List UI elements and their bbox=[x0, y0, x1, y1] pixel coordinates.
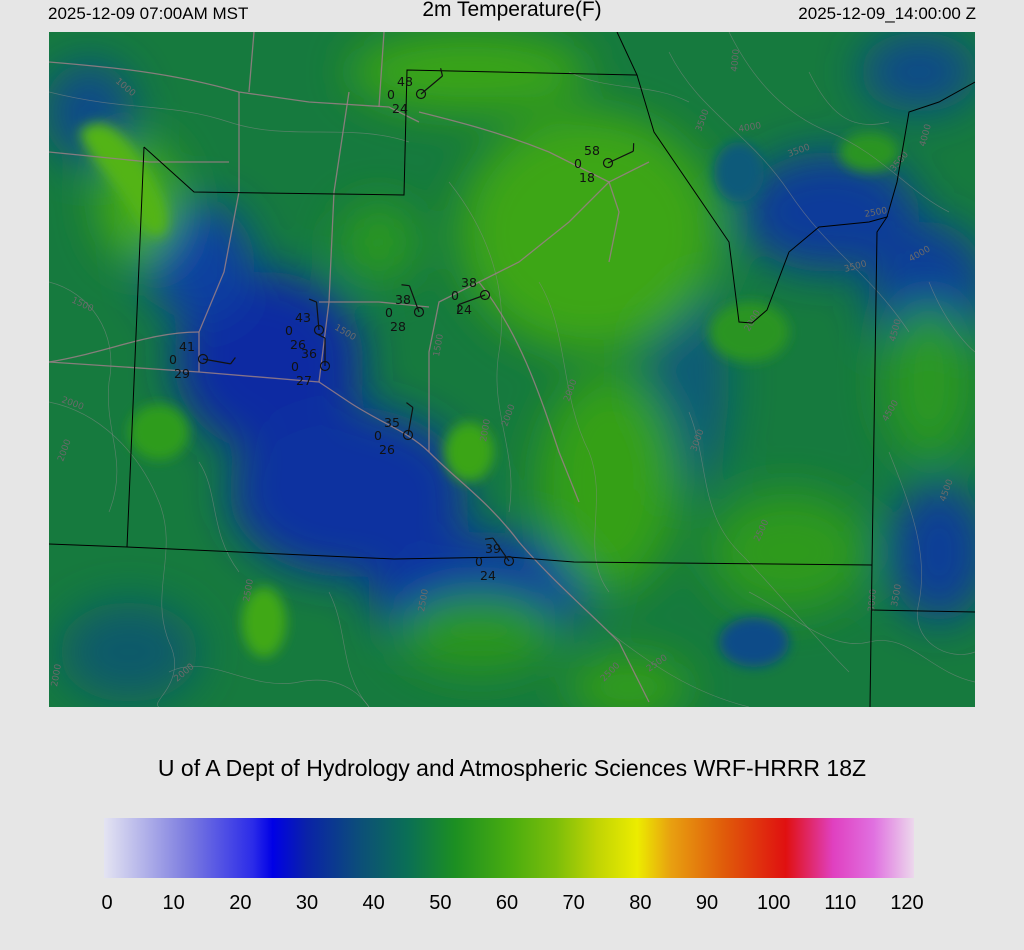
colorbar-tick-label: 60 bbox=[495, 892, 519, 914]
temperature-field bbox=[49, 32, 975, 707]
station-dewpoint: 27 bbox=[296, 373, 312, 388]
wind-barb-flag bbox=[317, 333, 326, 339]
colorbar-tick-label: 30 bbox=[295, 892, 319, 914]
station-circle bbox=[479, 289, 491, 301]
station-temperature: 41 bbox=[179, 339, 195, 354]
wind-barb bbox=[202, 358, 231, 365]
station-circle bbox=[415, 88, 427, 100]
wind-barb-flag bbox=[308, 298, 317, 303]
contour-label: 2500 bbox=[242, 578, 256, 603]
wind-barb bbox=[458, 294, 486, 306]
valid-time-local: 2025-12-09 07:00AM MST bbox=[48, 4, 249, 23]
station-cloud-cover: 0 bbox=[475, 554, 483, 569]
contour-label: 2500 bbox=[864, 206, 889, 220]
station-temperature: 36 bbox=[301, 346, 317, 361]
station-dewpoint: 26 bbox=[379, 442, 395, 457]
colorbar-tick-label: 110 bbox=[824, 892, 857, 914]
contour-label: 2000 bbox=[50, 663, 64, 688]
contour-label: 4000 bbox=[730, 48, 742, 72]
colorbar-tick-label: 50 bbox=[429, 892, 452, 914]
station-circle bbox=[402, 429, 414, 441]
contour-label: 4000 bbox=[738, 121, 763, 135]
wind-barb bbox=[407, 407, 414, 436]
wind-barb-flag bbox=[457, 304, 460, 313]
wind-barb bbox=[607, 150, 634, 164]
colorbar-tick-label: 10 bbox=[162, 892, 185, 914]
colorbar-tick-label: 0 bbox=[101, 892, 113, 914]
contour-label: 1500 bbox=[432, 333, 446, 358]
station-temperature: 58 bbox=[584, 143, 600, 158]
station-dewpoint: 24 bbox=[480, 568, 496, 583]
station-temperature: 43 bbox=[295, 310, 311, 325]
model-credit: U of A Dept of Hydrology and Atmospheric… bbox=[157, 755, 867, 781]
station-cloud-cover: 0 bbox=[451, 288, 459, 303]
station-cloud-cover: 0 bbox=[574, 156, 582, 171]
road-network bbox=[49, 32, 650, 703]
wind-barb-flag bbox=[484, 537, 494, 540]
contour-label: 2500 bbox=[417, 588, 431, 613]
contour-label: 3000 bbox=[867, 588, 879, 612]
valid-time-utc: 2025-12-09_14:00:00 Z bbox=[798, 4, 976, 23]
terrain-contours bbox=[49, 32, 975, 707]
colorbar-tick-label: 120 bbox=[890, 892, 924, 914]
station-temperature: 39 bbox=[485, 541, 501, 556]
colorbar-tick-label: 70 bbox=[562, 892, 585, 914]
station-temperature: 38 bbox=[461, 275, 477, 290]
temperature-map: 1000 1500 1500 1500 2000 2000 2000 2000 2000 2000… bbox=[49, 32, 975, 707]
station-temperature: 38 bbox=[395, 292, 411, 307]
station-dewpoint: 24 bbox=[456, 302, 472, 317]
colorbar-tick-label: 90 bbox=[695, 892, 719, 914]
colorbar-tick-label: 20 bbox=[229, 892, 252, 914]
station-circle bbox=[503, 555, 515, 567]
county-boundaries bbox=[49, 32, 975, 707]
station-temperature: 35 bbox=[384, 415, 400, 430]
wind-barb bbox=[492, 537, 510, 562]
station-cloud-cover: 0 bbox=[285, 323, 293, 338]
station-dewpoint: 26 bbox=[290, 337, 306, 352]
station-dewpoint: 24 bbox=[392, 101, 408, 116]
colorbar-tick-label: 40 bbox=[362, 892, 385, 914]
colorbar-gradient bbox=[104, 818, 914, 878]
wind-barb bbox=[315, 302, 320, 331]
station-cloud-cover: 0 bbox=[291, 359, 299, 374]
temperature-colorbar bbox=[104, 818, 914, 878]
wind-barb-flag bbox=[440, 68, 444, 77]
station-circle bbox=[197, 353, 209, 365]
wind-barb bbox=[408, 285, 420, 313]
colorbar-ticks: 0 10 20 30 40 50 60 70 80 90 100 110 120 bbox=[0, 892, 1024, 922]
station-dewpoint: 28 bbox=[390, 319, 406, 334]
wind-barb-flag bbox=[401, 284, 410, 287]
station-cloud-cover: 0 bbox=[374, 428, 382, 443]
wind-barb-flag bbox=[406, 402, 414, 408]
colorbar-tick-label: 100 bbox=[756, 892, 791, 914]
contour-label: 3500 bbox=[890, 583, 904, 608]
contour-label: 2000 bbox=[479, 418, 493, 443]
station-plots: 4802458018380243802843026360274102935026… bbox=[169, 68, 635, 583]
wind-barb-flag bbox=[230, 357, 236, 365]
station-dewpoint: 18 bbox=[579, 170, 595, 185]
station-cloud-cover: 0 bbox=[387, 87, 395, 102]
station-circle bbox=[413, 306, 425, 318]
colorbar-tick-label: 80 bbox=[629, 892, 652, 914]
station-circle bbox=[602, 157, 614, 169]
station-temperature: 48 bbox=[397, 74, 413, 89]
wind-barb bbox=[420, 75, 443, 95]
station-dewpoint: 29 bbox=[174, 366, 190, 381]
station-cloud-cover: 0 bbox=[385, 305, 393, 320]
station-cloud-cover: 0 bbox=[169, 352, 177, 367]
map-title: 2m Temperature(F) bbox=[422, 0, 602, 21]
